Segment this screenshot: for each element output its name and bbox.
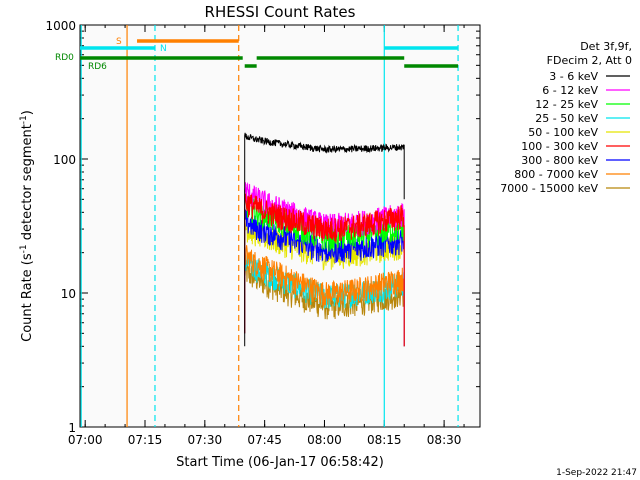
x-tick-label-2: 07:30	[188, 433, 223, 447]
y-axis-label: Count Rate (s-1 detector segment-1)	[19, 110, 35, 342]
legend-label-0: 3 - 6 keV	[549, 70, 598, 83]
x-tick-label-3: 07:45	[247, 433, 282, 447]
timestamp: 1-Sep-2022 21:47	[556, 468, 637, 478]
legend-label-8: 7000 - 15000 keV	[500, 182, 598, 195]
legend-label-5: 100 - 300 keV	[521, 140, 598, 153]
series-group	[244, 132, 405, 347]
legend-label-7: 800 - 7000 keV	[514, 168, 598, 181]
x-tick-label-5: 08:15	[367, 433, 402, 447]
series-line-0	[244, 132, 405, 347]
y-tick-label-1: 10	[61, 287, 76, 301]
y-tick-label-0: 1	[68, 421, 76, 435]
legend-label-1: 6 - 12 keV	[542, 84, 598, 97]
x-tick-label-0: 07:00	[68, 433, 103, 447]
y-tick-label-3: 1000	[45, 19, 76, 33]
flag-label-rd6: RD6	[88, 62, 107, 72]
flag-label-n: N	[160, 44, 167, 54]
x-tick-label-6: 08:30	[427, 433, 462, 447]
flag-label-s: S	[116, 37, 122, 47]
series-line-7	[244, 242, 405, 347]
chart-title: RHESSI Count Rates	[205, 3, 356, 21]
legend-label-2: 12 - 25 keV	[535, 98, 598, 111]
legend-header-line2: FDecim 2, Att 0	[547, 54, 632, 67]
y-tick-label-2: 100	[53, 153, 76, 167]
attenuator-flags: S N RD0 RD6	[55, 37, 459, 72]
x-tick-label-4: 08:00	[307, 433, 342, 447]
x-tick-label-1: 07:15	[128, 433, 163, 447]
flag-label-rd0: RD0	[55, 53, 74, 63]
legend-label-3: 25 - 50 keV	[535, 112, 598, 125]
vertical-markers	[80, 25, 459, 427]
series-line-6	[244, 209, 405, 347]
series-line-5	[244, 193, 405, 347]
legend-label-6: 300 - 800 keV	[521, 154, 598, 167]
legend-label-4: 50 - 100 keV	[528, 126, 598, 139]
x-axis-label: Start Time (06-Jan-17 06:58:42)	[176, 455, 384, 470]
legend-header-line1: Det 3f,9f,	[580, 40, 632, 53]
